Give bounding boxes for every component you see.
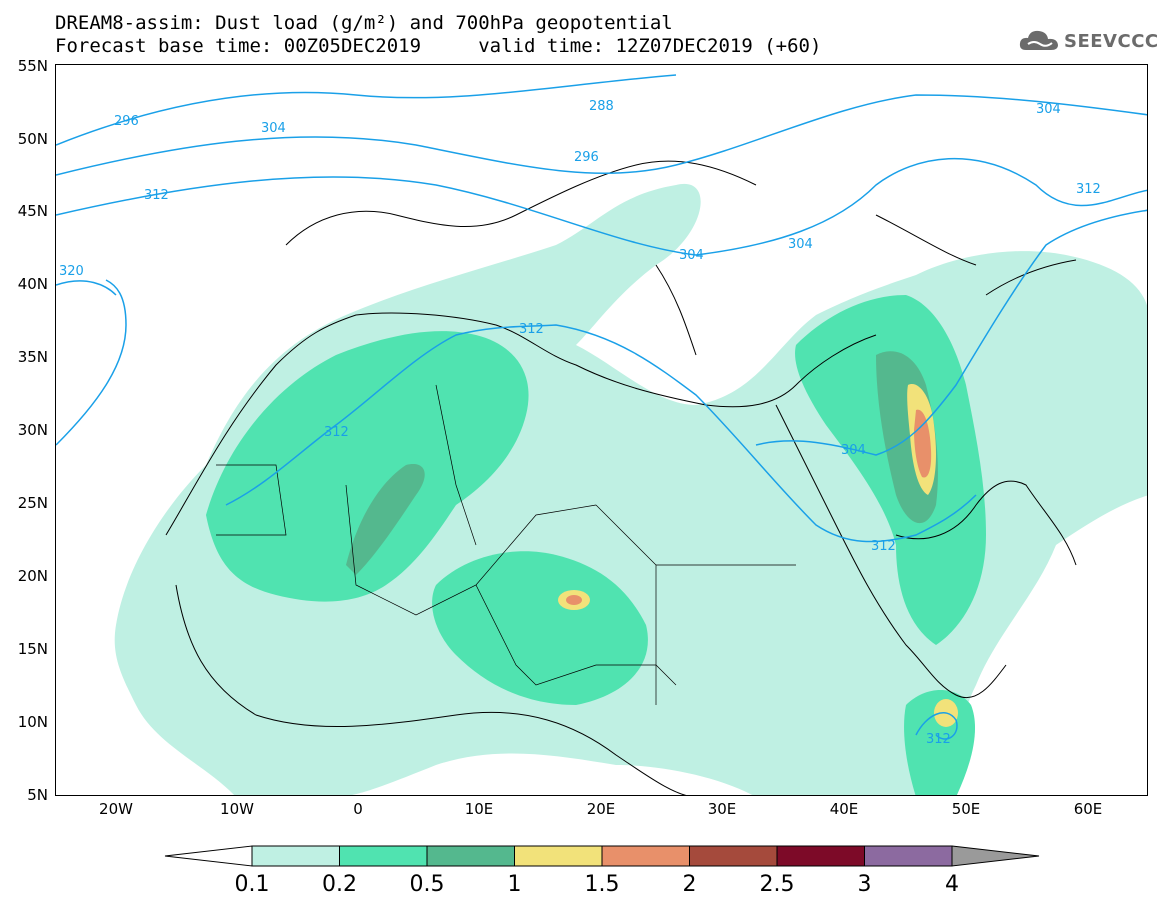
lat-label-40n: 40N — [17, 275, 48, 293]
contour-label: 296 — [114, 114, 139, 129]
colorbar-tick: 2 — [682, 872, 697, 897]
chart-title: DREAM8-assim: Dust load (g/m²) and 700hP… — [55, 12, 673, 34]
map-canvas: 296 288 304 296 312 304 304 304 312 320 … — [56, 74, 1147, 795]
lon-label-10e: 10E — [464, 800, 494, 818]
dust-region-medium-west — [206, 331, 529, 602]
lon-label-0: 0 — [353, 800, 363, 818]
lat-label-5n: 5N — [27, 786, 48, 804]
contour-label: 304 — [841, 443, 866, 458]
lon-label-20e: 20E — [586, 800, 616, 818]
lat-label-25n: 25N — [17, 494, 48, 512]
colorbar-bin-6 — [776, 845, 865, 867]
logo-text: SEEVCCC — [1064, 30, 1159, 52]
lat-label-55n: 55N — [17, 57, 48, 75]
lat-label-50n: 50N — [17, 130, 48, 148]
lon-label-10w: 10W — [220, 800, 254, 818]
lon-label-40e: 40E — [829, 800, 859, 818]
dust-region-medium-central — [432, 551, 648, 705]
colorbar-tick: 1.5 — [584, 872, 620, 897]
colorbar-over-arrow — [951, 845, 1040, 867]
colorbar-tick: 2.5 — [759, 872, 795, 897]
colorbar-bin-7 — [864, 845, 953, 867]
colorbar-bin-1 — [339, 845, 428, 867]
dust-region-dark-sahara — [346, 464, 425, 575]
lat-label-30n: 30N — [17, 421, 48, 439]
colorbar-tick: 4 — [945, 872, 959, 897]
contour-label: 312 — [519, 322, 544, 337]
colorbar-tick: 0.1 — [234, 872, 270, 897]
contour-label: 304 — [679, 248, 704, 263]
contour-label: 312 — [324, 425, 349, 440]
lat-label-20n: 20N — [17, 567, 48, 585]
contour-label: 304 — [261, 121, 286, 136]
contour-label: 312 — [871, 539, 896, 554]
geopotential-contours — [56, 74, 1147, 740]
lat-label-45n: 45N — [17, 202, 48, 220]
colorbar-tick: 3 — [857, 872, 872, 897]
dust-region-orange-chad — [566, 595, 582, 605]
colorbar-bin-5 — [689, 845, 778, 867]
contour-label: 304 — [1036, 102, 1061, 117]
colorbar-bin-4 — [601, 845, 690, 867]
lat-label-15n: 15N — [17, 640, 48, 658]
contour-label: 312 — [144, 188, 169, 203]
colorbar-bin-3 — [514, 845, 603, 867]
lat-label-35n: 35N — [17, 348, 48, 366]
forecast-times: Forecast base time: 00Z05DEC2019 valid t… — [55, 35, 822, 57]
lon-label-50e: 50E — [951, 800, 981, 818]
dust-region-orange-gulf — [914, 409, 932, 478]
country-borders — [216, 384, 796, 705]
dust-load-map: 296 288 304 296 312 304 304 304 312 320 … — [55, 64, 1148, 796]
contour-label: 312 — [926, 732, 951, 747]
colorbar-tick: 0.5 — [409, 872, 445, 897]
colorbar-bin-0 — [251, 845, 340, 867]
contour-label: 312 — [1076, 182, 1101, 197]
lon-label-60e: 60E — [1073, 800, 1103, 818]
coastlines — [165, 160, 1077, 795]
contour-label: 320 — [59, 264, 84, 279]
colorbar — [164, 845, 1040, 867]
colorbar-tick: 0.2 — [322, 872, 357, 897]
colorbar-under-arrow — [164, 845, 253, 867]
cloud-icon — [1019, 30, 1058, 50]
seevccc-logo: SEEVCCC — [1018, 28, 1159, 54]
lon-label-30e: 30E — [707, 800, 737, 818]
lon-label-20w: 20W — [99, 800, 133, 818]
contour-label: 304 — [788, 237, 813, 252]
contour-label: 288 — [589, 99, 614, 114]
colorbar-tick: 1 — [507, 872, 522, 897]
lat-label-10n: 10N — [17, 713, 48, 731]
colorbar-bin-2 — [426, 845, 515, 867]
contour-label: 296 — [574, 150, 599, 165]
